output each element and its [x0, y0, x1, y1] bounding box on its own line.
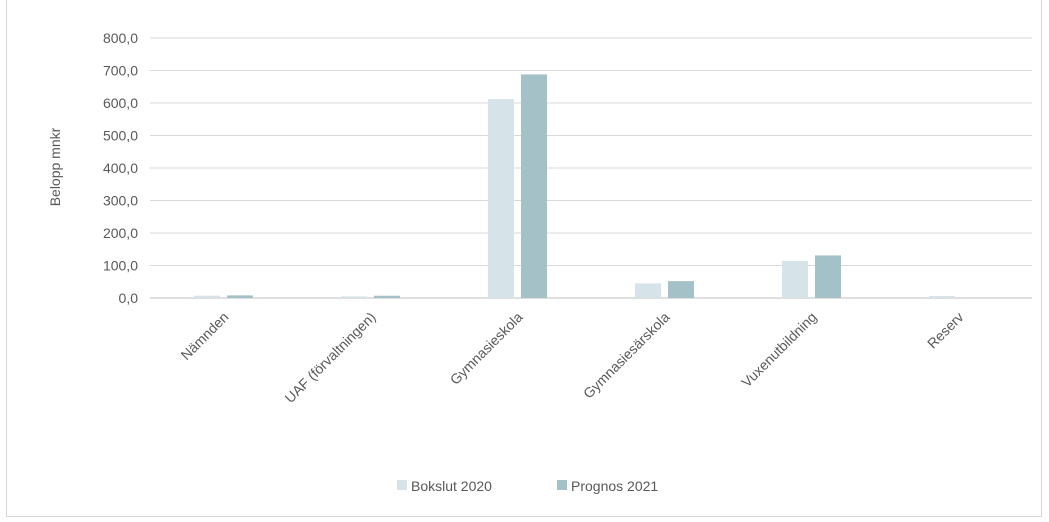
bar: [341, 296, 367, 298]
x-tick-label: Gymnasiesärskola: [580, 309, 673, 402]
y-tick-label: 0,0: [119, 290, 139, 306]
legend-label: Prognos 2021: [571, 478, 658, 494]
y-tick-label: 100,0: [103, 258, 138, 274]
bar: [194, 295, 220, 298]
x-tick-label: Nämnden: [177, 309, 231, 363]
bar-chart: 0,0 100,0 200,0 300,0 400,0 500,0 600,0 700,0 80…: [47, 30, 1032, 494]
x-tick-label: Reserv: [924, 309, 967, 352]
bar: [929, 296, 955, 298]
y-tick-label: 200,0: [103, 225, 138, 241]
gridlines: [150, 37, 1032, 299]
y-tick-label: 700,0: [103, 63, 138, 79]
bar: [374, 295, 400, 298]
y-tick-label: 500,0: [103, 128, 138, 144]
bar: [815, 255, 841, 298]
y-tick-label: 400,0: [103, 160, 138, 176]
bar: [635, 283, 661, 298]
y-tick-label: 600,0: [103, 95, 138, 111]
bars: [194, 74, 955, 299]
y-tick-label: 300,0: [103, 193, 138, 209]
y-tick-labels: 0,0 100,0 200,0 300,0 400,0 500,0 600,0 700,0 80…: [103, 30, 138, 306]
bar: [227, 295, 253, 298]
legend-swatch: [397, 480, 407, 490]
x-tick-labels: Nämnden UAF (förvaltningen) Gymnasieskola G…: [177, 309, 966, 406]
x-tick-label: Vuxenutbildning: [738, 309, 819, 390]
bar: [488, 99, 514, 298]
bar: [668, 281, 694, 298]
legend-swatch: [557, 480, 567, 490]
bar: [521, 74, 547, 299]
y-tick-label: 800,0: [103, 30, 138, 46]
x-tick-label: Gymnasieskola: [447, 309, 526, 388]
bar: [782, 260, 808, 298]
chart-frame: 0,0 100,0 200,0 300,0 400,0 500,0 600,0 700,0 80…: [6, 0, 1042, 517]
legend: Bokslut 2020 Prognos 2021: [397, 478, 658, 494]
x-tick-label: UAF (förvaltningen): [281, 309, 378, 406]
y-axis-label: Belopp mnkr: [47, 127, 63, 206]
legend-label: Bokslut 2020: [411, 478, 492, 494]
